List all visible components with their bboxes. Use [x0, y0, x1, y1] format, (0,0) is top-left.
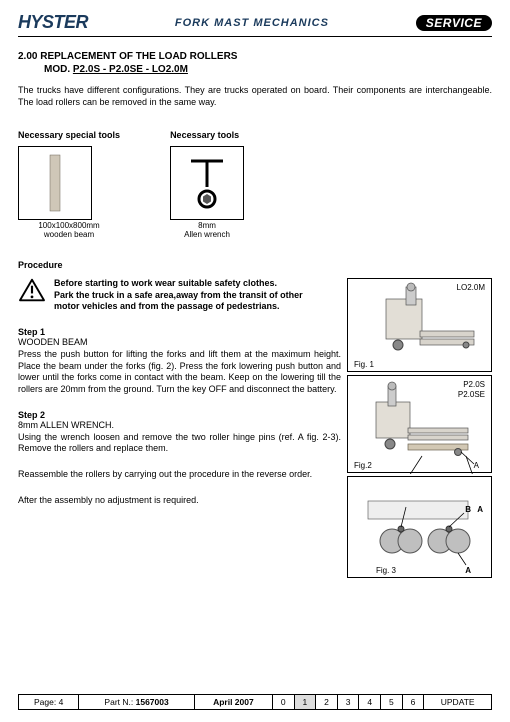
page-header: HYSTER FORK MAST MECHANICS SERVICE — [18, 12, 492, 37]
page-footer: Page: 4 Part N.: 1567003 April 2007 0 1 … — [18, 694, 492, 710]
warning-line-2: Park the truck in a safe area,away from … — [54, 290, 324, 313]
fig3-ref-a-bottom: A — [465, 566, 471, 575]
brand-logo: HYSTER — [18, 12, 88, 33]
special-tools-column: Necessary special tools 100x100x800mm wo… — [18, 130, 120, 240]
mod-prefix: MOD. — [44, 64, 73, 75]
footer-update: UPDATE — [424, 695, 492, 710]
footer-date: April 2007 — [194, 695, 272, 710]
step2-body: Using the wrench loosen and remove the t… — [18, 432, 341, 455]
warning-icon — [18, 278, 46, 302]
special-tools-heading: Necessary special tools — [18, 130, 120, 140]
footer-rev-3: 3 — [337, 695, 359, 710]
step1-body: Press the push button for lifting the fo… — [18, 349, 341, 396]
fig3-ref-a-top: A — [477, 505, 483, 514]
step1-subheading: WOODEN BEAM — [18, 337, 341, 347]
figure-2: P2.0S P2.0SE Fig.2 A — [347, 375, 492, 473]
fig3-ref-b: B — [465, 505, 471, 514]
fig2-model-label-2: P2.0SE — [458, 390, 485, 399]
special-tool-caption: 100x100x800mm wooden beam — [18, 222, 120, 240]
fig2-caption: Fig.2 — [354, 461, 372, 470]
allen-wrench-illustration — [170, 146, 244, 220]
warning-block: Before starting to work wear suitable sa… — [18, 278, 341, 313]
normal-tools-column: Necessary tools 8mm Allen wrench — [170, 130, 244, 240]
fig1-caption: Fig. 1 — [354, 360, 374, 369]
footer-rev-5: 5 — [381, 695, 403, 710]
footer-rev-1: 1 — [294, 695, 316, 710]
fig2-ref-a: A — [474, 461, 479, 470]
fig3-caption: Fig. 3 — [376, 566, 396, 575]
figure-3: B A A Fig. 3 — [347, 476, 492, 578]
footer-rev-6: 6 — [402, 695, 424, 710]
footer-page: Page: 4 — [19, 695, 79, 710]
section-heading: 2.00 REPLACEMENT OF THE LOAD ROLLERS — [18, 51, 492, 62]
footer-rev-2: 2 — [316, 695, 338, 710]
wooden-beam-illustration — [18, 146, 92, 220]
reassemble-note: Reassemble the rollers by carrying out t… — [18, 469, 341, 481]
footer-rev-0: 0 — [272, 695, 294, 710]
mod-models: P2.0S - P2.0SE - LO2.0M — [73, 64, 188, 75]
warning-line-1: Before starting to work wear suitable sa… — [54, 278, 324, 290]
step2-subheading: 8mm ALLEN WRENCH. — [18, 420, 341, 430]
model-line: MOD. P2.0S - P2.0SE - LO2.0M — [44, 64, 492, 75]
manual-section-title: FORK MAST MECHANICS — [175, 17, 329, 29]
fig1-model-label: LO2.0M — [457, 283, 485, 292]
intro-paragraph: The trucks have different configurations… — [18, 85, 492, 108]
footer-rev-4: 4 — [359, 695, 381, 710]
step2-heading: Step 2 — [18, 410, 341, 420]
normal-tools-heading: Necessary tools — [170, 130, 244, 140]
normal-tool-caption: 8mm Allen wrench — [170, 222, 244, 240]
footer-part: Part N.: 1567003 — [79, 695, 194, 710]
fig2-model-label-1: P2.0S — [463, 380, 485, 389]
figure-1: LO2.0M Fig. 1 — [347, 278, 492, 372]
step1-heading: Step 1 — [18, 327, 341, 337]
procedure-heading: Procedure — [18, 260, 492, 270]
service-badge: SERVICE — [416, 15, 492, 31]
after-assembly-note: After the assembly no adjustment is requ… — [18, 495, 341, 507]
